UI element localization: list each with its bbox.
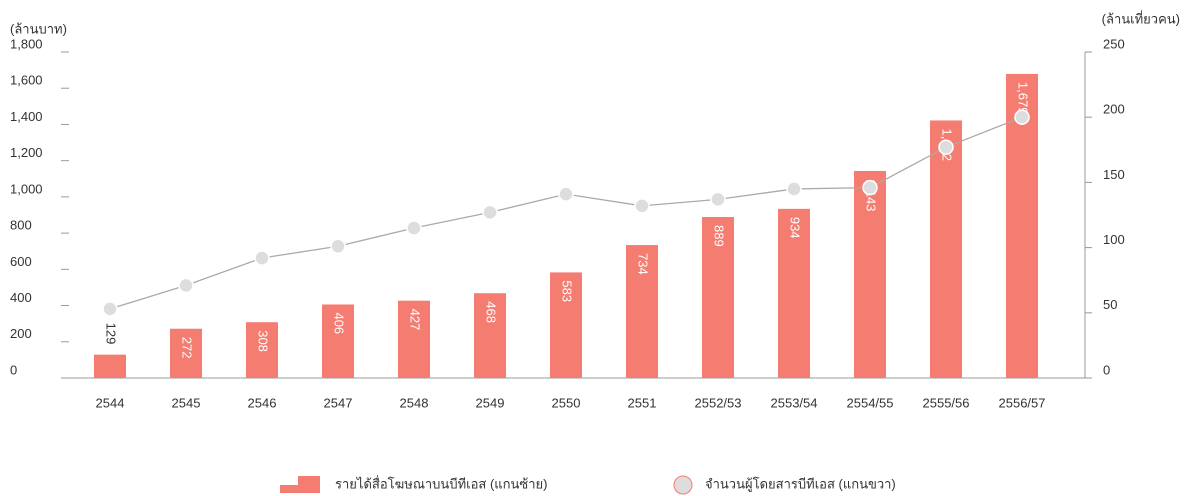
y2-tick-label: 50 [1103,297,1117,312]
bar [322,304,354,378]
line-marker [330,238,346,255]
x-tick-label: 2544 [96,395,125,410]
legend-swatch [280,476,320,493]
legend-swatch [673,475,693,495]
x-tick-label: 2555/56 [923,395,970,410]
x-tick-label: 2554/55 [847,395,894,410]
x-tick-label: 2548 [400,395,429,410]
bar [94,354,126,378]
y2-tick-label: 250 [1103,36,1125,51]
line-marker [558,186,574,202]
legend-label: จำนวนผู้โดยสารบีทีเอส (แกนขวา) [705,476,896,492]
y-tick-label: 1,600 [10,73,43,88]
x-tick-label: 2551 [628,395,657,410]
y2-axis-label: (ล้านเที่ยวคน) [1102,10,1180,26]
bar [474,293,506,378]
legend-label: รายได้สื่อโฆษณาบนบีทีเอส (แกนซ้าย) [335,475,547,491]
x-tick-label: 2556/57 [999,395,1046,410]
bar [170,328,202,378]
y-tick-label: 1,400 [10,109,43,124]
data-label: 734 [636,253,651,275]
data-label: 1,679 [1016,82,1031,115]
line-marker [1014,109,1030,125]
y-tick-label: 0 [10,362,17,377]
bar [854,170,886,378]
bar [778,208,810,378]
x-tick-label: 2550 [552,395,581,410]
data-label: 406 [332,312,347,334]
x-tick-label: 2549 [476,395,505,410]
data-label: 583 [560,280,575,302]
x-tick-label: 2552/53 [695,395,742,410]
x-tick-label: 2546 [248,395,277,410]
data-label: 934 [788,217,803,239]
bar [550,272,582,378]
y2-tick-label: 100 [1103,232,1125,247]
line-marker [102,301,118,317]
x-tick-label: 2547 [324,395,353,410]
bar [246,322,278,378]
y2-tick-label: 0 [1103,362,1110,377]
line-marker [254,250,270,266]
line-marker [178,277,194,294]
bar [930,120,962,379]
data-label: 427 [408,309,423,331]
y2-tick-label: 200 [1103,102,1125,117]
bar [626,245,658,378]
y-tick-label: 800 [10,218,32,233]
line-marker [786,181,802,197]
y2-tick-label: 150 [1103,167,1125,182]
y-tick-label: 1,800 [10,36,43,51]
bar [398,300,430,378]
line-marker [406,220,422,236]
y-axis-label: (ล้านบาท) [10,21,67,36]
line-marker [862,179,878,196]
y-tick-label: 1,200 [10,145,43,160]
bar [702,216,734,378]
data-label: 889 [712,225,727,247]
x-tick-label: 2545 [172,395,201,410]
x-tick-label: 2553/54 [771,395,818,410]
line-marker [482,204,498,221]
y-tick-label: 200 [10,326,32,341]
data-label: 468 [484,301,499,323]
y-tick-label: 600 [10,254,32,269]
line-marker [634,198,650,214]
y-tick-label: 1,000 [10,181,43,196]
data-label: 129 [104,323,119,345]
line-marker [710,191,726,208]
line-marker [938,139,954,155]
data-label: 272 [180,337,195,359]
y-tick-label: 400 [10,290,32,305]
data-label: 308 [256,330,271,352]
